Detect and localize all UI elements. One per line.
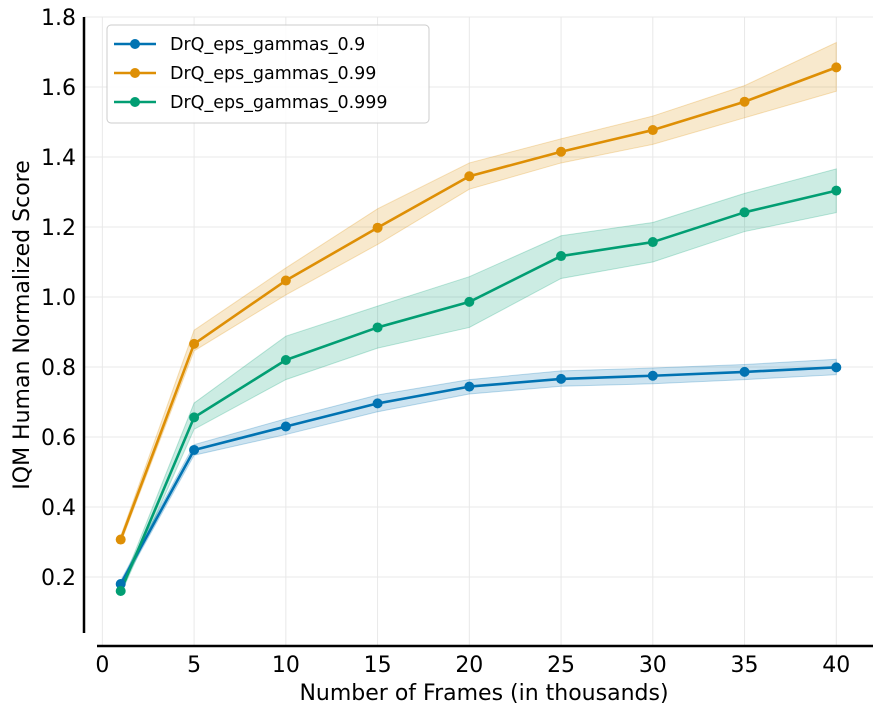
data-point [831,185,842,196]
series-points [115,62,842,596]
data-point [739,366,750,377]
x-tick-label: 0 [95,653,109,678]
y-tick-label: 0.2 [41,566,76,591]
data-point [372,398,383,409]
x-tick-label: 40 [822,653,850,678]
data-point [189,338,200,349]
data-point [115,534,126,545]
legend-label: DrQ_eps_gammas_0.999 [170,93,388,113]
legend: DrQ_eps_gammas_0.9 DrQ_eps_gammas_0.99 DrQ… [106,24,430,124]
data-point [189,412,200,423]
data-point [647,125,658,136]
x-tick-label: 20 [455,653,483,678]
x-axis-title: Number of Frames (in thousands) [299,681,668,706]
legend-entry: DrQ_eps_gammas_0.99 [114,64,376,84]
confidence-band-2 [120,41,837,544]
data-point [115,579,126,589]
data-point [280,421,291,432]
x-tick-label: 5 [187,653,201,678]
legend-label: DrQ_eps_gammas_0.99 [170,64,376,84]
data-point [831,62,842,73]
data-point [647,370,658,381]
data-point [739,207,750,218]
y-tick-label: 0.8 [41,356,76,381]
confidence-band-1 [120,358,837,590]
y-tick-label: 1.6 [41,76,76,101]
axes [82,17,873,648]
data-point [464,171,475,182]
data-point [556,373,567,384]
confidence-band-3 [120,168,837,595]
legend-entry: DrQ_eps_gammas_0.9 [114,35,365,55]
data-point [280,355,291,365]
x-tick-label: 10 [272,653,300,678]
data-point [372,222,383,233]
data-point [647,237,658,248]
data-point [464,381,475,392]
y-tick-label: 1.0 [41,286,76,311]
legend-swatch-marker [130,68,140,78]
x-tick-label: 35 [731,653,759,678]
x-tick-label: 25 [547,653,575,678]
data-point [280,275,291,286]
x-tick-label: 30 [639,653,667,678]
data-point [556,146,567,157]
confidence-bands [120,41,837,595]
y-tick-label: 1.2 [41,216,76,241]
y-tick-label: 1.8 [41,6,76,31]
y-tick-label: 1.4 [41,146,76,171]
legend-box [106,24,430,124]
legend-label: DrQ_eps_gammas_0.9 [170,35,365,55]
x-tick-label: 15 [364,653,392,678]
tick-labels: 0 5 10 15 20 25 30 35 40 0.2 0.4 0.6 0.8 1.0 1.2 1.4 1.6… [41,6,850,678]
y-axis-title: IQM Human Normalized Score [10,160,35,489]
y-tick-label: 0.6 [41,426,76,451]
data-point [372,322,383,333]
data-point [556,251,567,262]
legend-swatch-marker [130,39,140,49]
data-point [115,586,126,596]
data-point [189,444,200,455]
legend-entry: DrQ_eps_gammas_0.999 [114,93,388,113]
data-point [464,296,475,307]
data-point [739,96,750,107]
data-point [831,362,842,373]
legend-swatch-marker [130,97,140,107]
y-tick-label: 0.4 [41,496,76,521]
